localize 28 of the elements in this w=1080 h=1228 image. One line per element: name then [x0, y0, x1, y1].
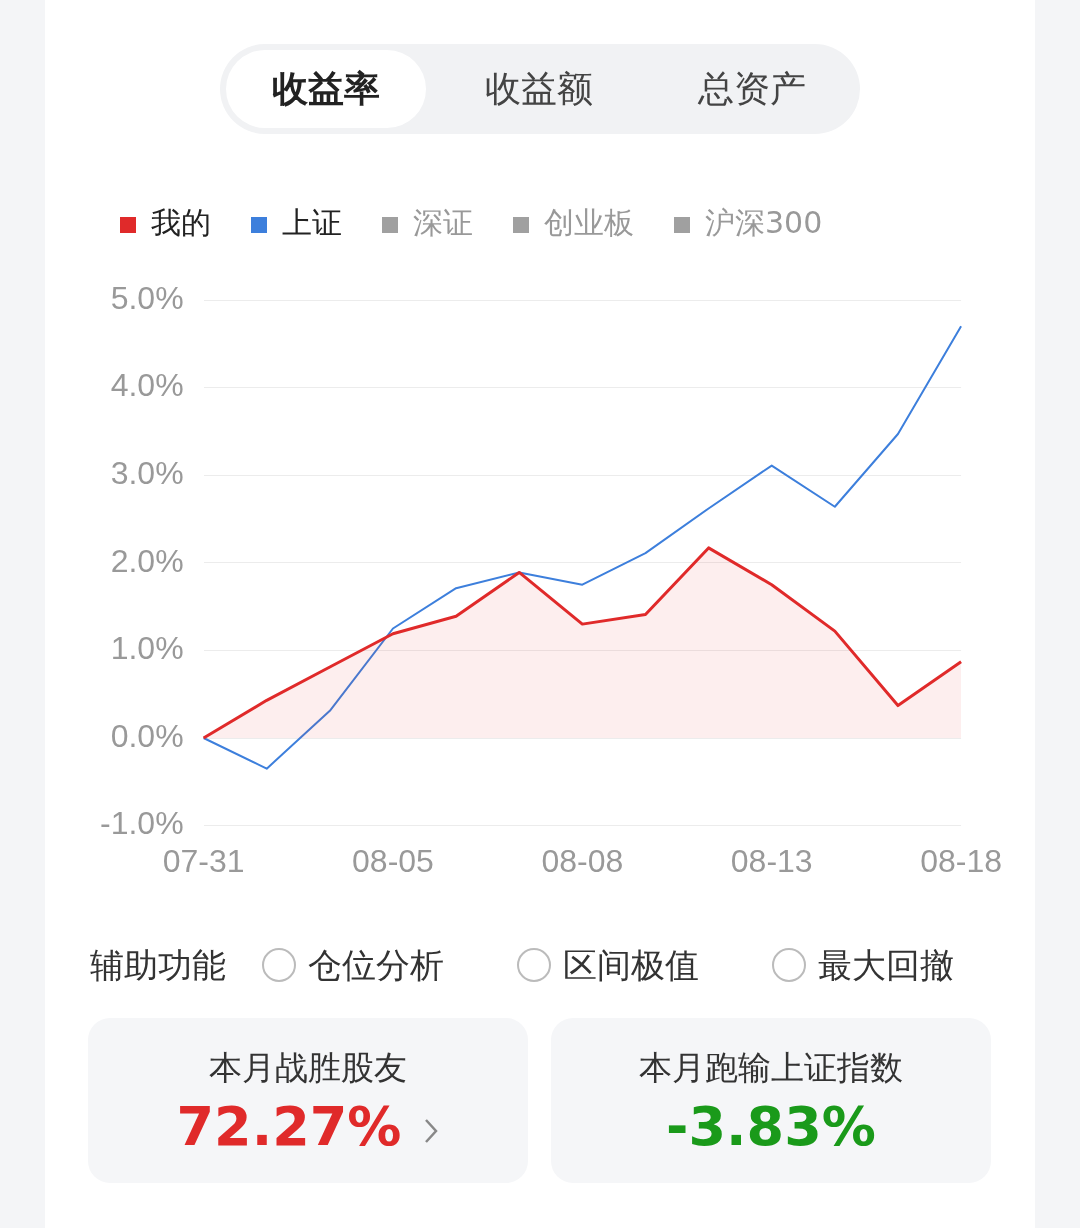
text: 本月跑输上证指数: [638, 1047, 904, 1089]
text: 仓位分析: [308, 945, 444, 985]
text: 最大回撤: [818, 945, 954, 985]
x-tick-label: 08-13: [730, 842, 813, 879]
y-tick-label: -1.0%: [100, 805, 184, 842]
x-tick-label: 08-08: [541, 842, 624, 879]
legend-label: 创业板: [544, 204, 634, 240]
x-tick-label: 07-31: [162, 842, 245, 879]
text: 区间极值: [563, 945, 699, 985]
y-tick-label: 5.0%: [110, 279, 184, 316]
y-tick-label: 4.0%: [110, 367, 184, 404]
text: 辅助功能: [90, 944, 226, 987]
y-tick-label: 1.0%: [110, 630, 184, 667]
text: -3.83%: [666, 1095, 876, 1158]
legend-label: 沪深300: [705, 204, 823, 240]
y-tick-label: 2.0%: [110, 542, 184, 579]
text: 72.27%: [176, 1095, 402, 1158]
text: 收益额: [484, 67, 594, 111]
y-tick-label: 0.0%: [110, 717, 184, 754]
legend-label: 上证: [282, 204, 342, 240]
x-tick-label: 08-05: [352, 842, 434, 879]
y-tick-label: 3.0%: [110, 455, 184, 492]
text: 收益率: [226, 50, 426, 128]
text: 总资产: [697, 67, 807, 111]
legend-label: 我的: [151, 204, 211, 240]
legend-label: 深证: [413, 204, 473, 240]
text: 本月战胜股友: [208, 1047, 408, 1089]
x-tick-label: 08-18: [920, 842, 1002, 879]
